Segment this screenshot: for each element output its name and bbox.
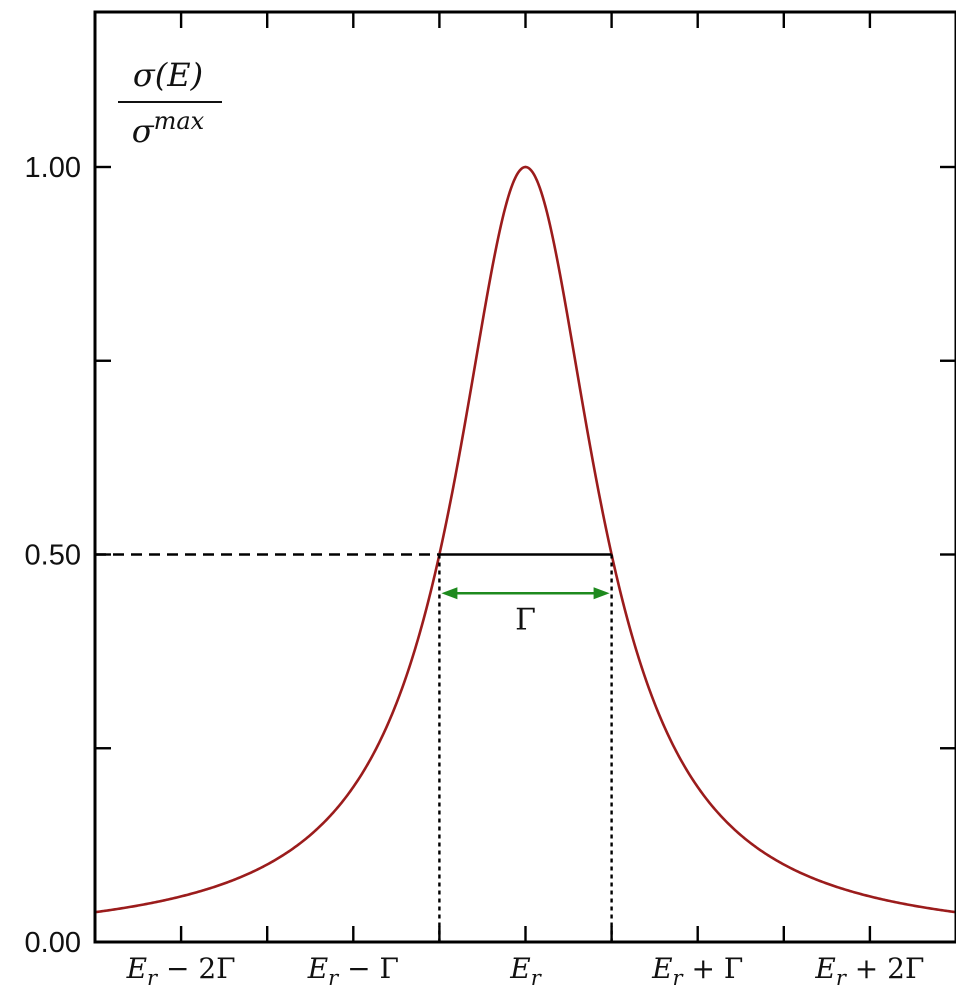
- y-tick-label: 0.50: [25, 540, 81, 572]
- axis-ticks: [95, 12, 956, 942]
- gamma-arrow-head-left: [441, 587, 458, 600]
- y-axis-label-denominator: σmax: [132, 107, 205, 150]
- y-axis-label-numerator: σ(E): [133, 56, 203, 94]
- x-tick-label: Er: [509, 952, 542, 989]
- x-tick-label: Er + Γ: [651, 952, 743, 989]
- lorentzian-curve: [94, 165, 956, 914]
- y-axis-label-denominator-sup: max: [154, 107, 205, 135]
- x-tick-label: Er − 2Γ: [126, 952, 236, 989]
- x-tick-label: Er − Γ: [307, 952, 399, 989]
- y-axis-label: σ(E) σmax: [118, 56, 222, 150]
- gamma-label: Γ: [515, 602, 536, 637]
- x-tick-label: Er + 2Γ: [814, 952, 924, 989]
- axis-tick-labels: 0.00 0.50 1.00 Er − 2Γ Er − Γ Er Er + Γ Er + 2Γ: [25, 152, 925, 989]
- plot-frame: [93, 10, 956, 944]
- chart-marks: Γ: [94, 165, 956, 942]
- y-axis-label-denominator-base: σ: [132, 112, 155, 150]
- y-tick-label: 1.00: [25, 152, 81, 184]
- y-tick-label: 0.00: [25, 927, 81, 959]
- gamma-arrow-head-right: [593, 587, 610, 600]
